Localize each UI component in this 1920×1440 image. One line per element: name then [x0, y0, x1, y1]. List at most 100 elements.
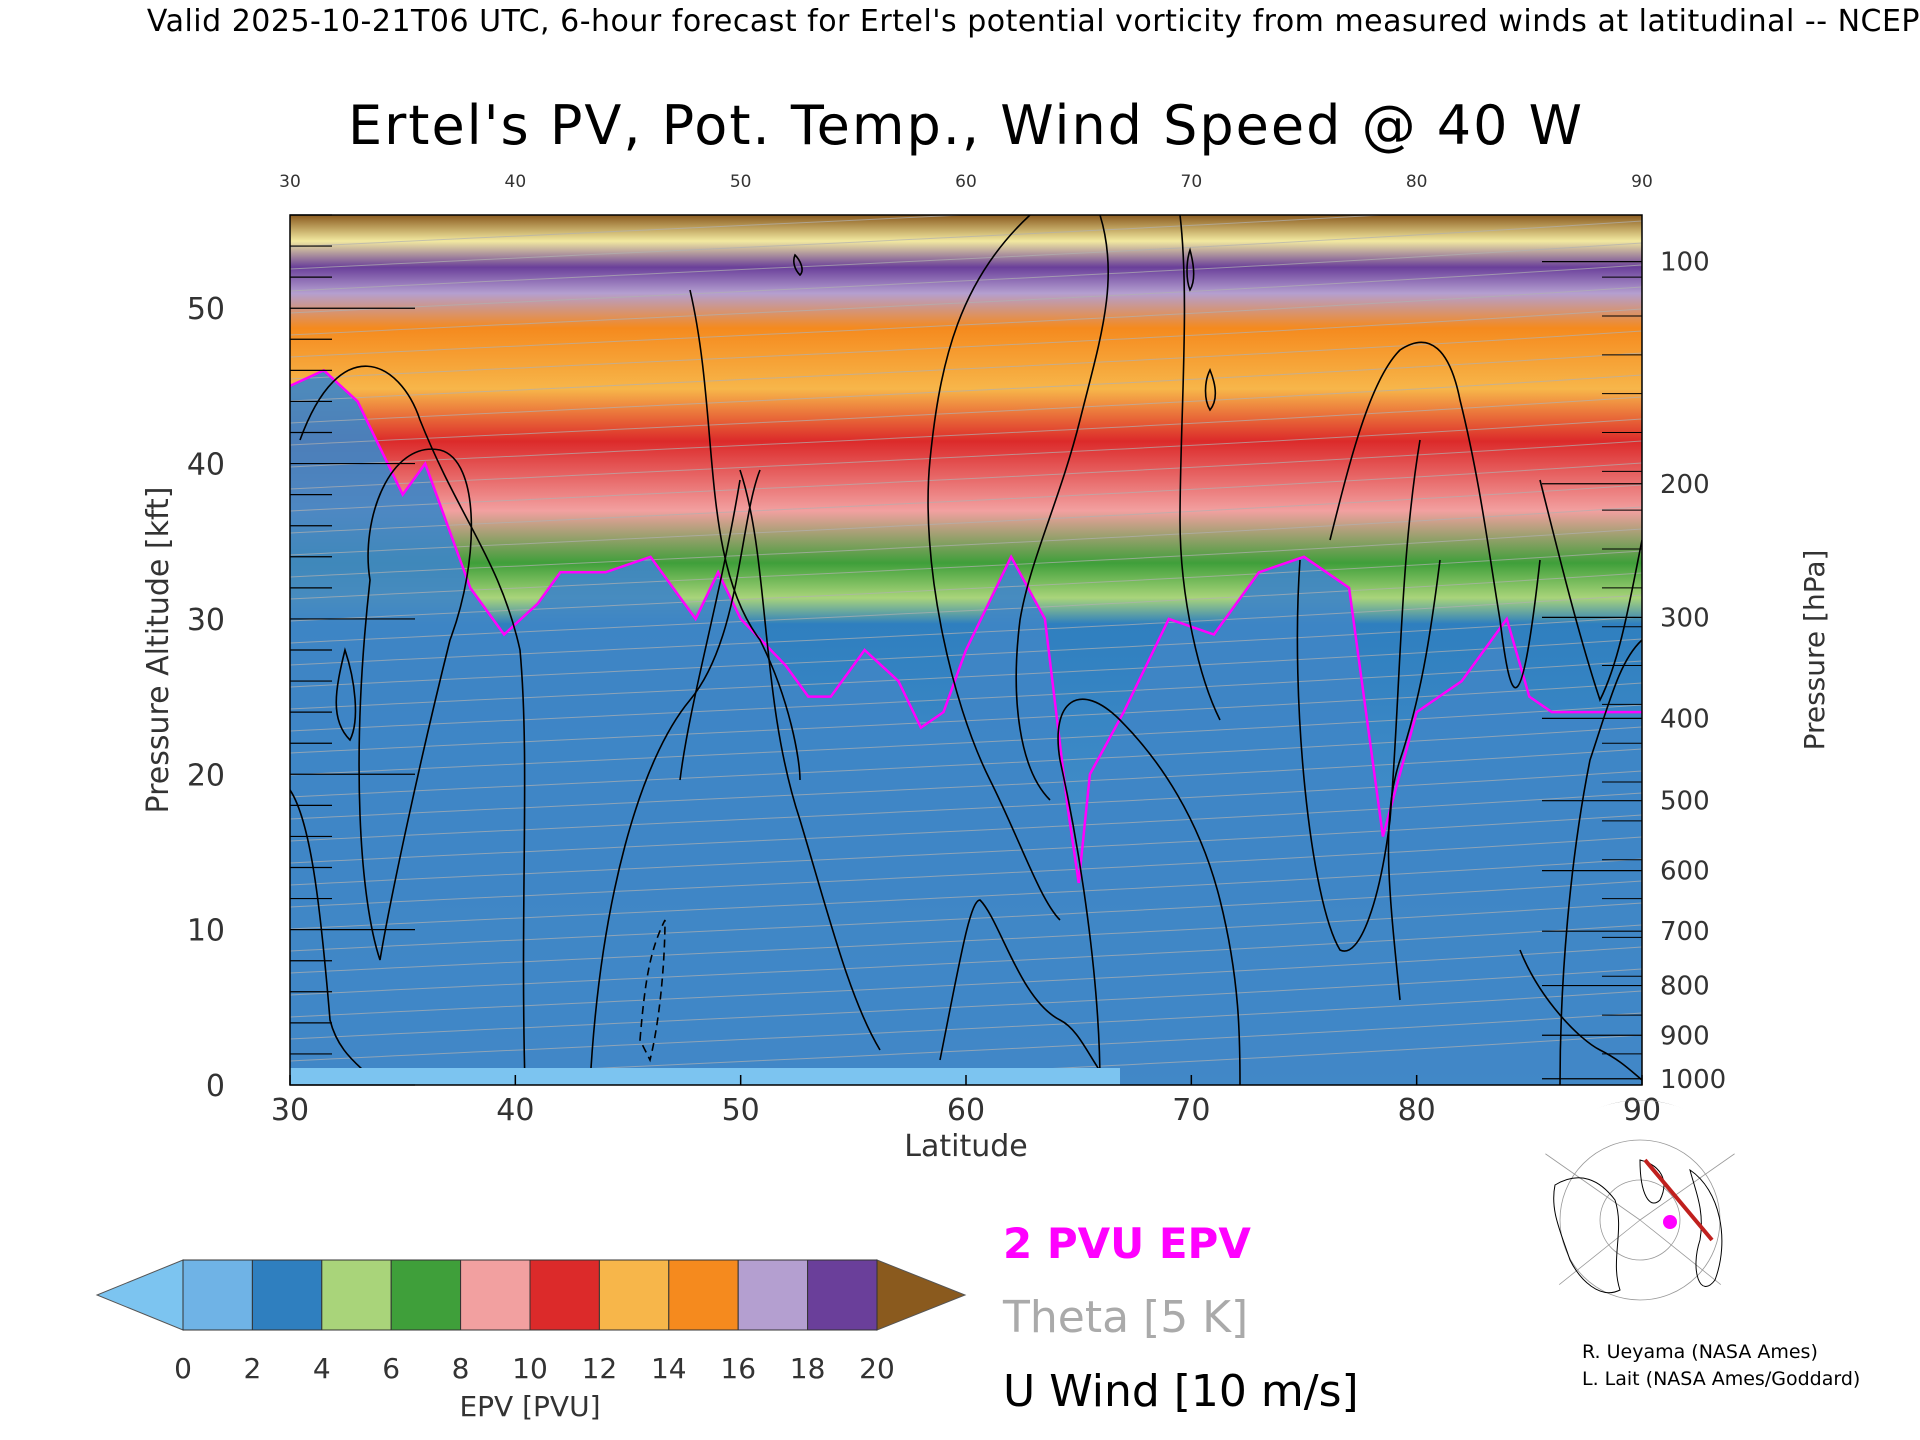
- top-x-tick-label: 40: [505, 172, 527, 192]
- theta-contours: [290, 215, 1642, 1085]
- top-x-tick-label: 50: [730, 172, 752, 192]
- y-tick-label: 20: [187, 758, 225, 793]
- colorbar-tick-label: 0: [174, 1352, 192, 1385]
- theta-contour-line: [290, 352, 1642, 424]
- colorbar-segment: [668, 1259, 739, 1331]
- pressure-tick-label: 700: [1660, 917, 1710, 947]
- colorbar-tick-label: 2: [243, 1352, 261, 1385]
- y-tick-label: 40: [187, 448, 225, 483]
- chart-title: Ertel's PV, Pot. Temp., Wind Speed @ 40 …: [348, 94, 1584, 157]
- theta-contour-line: [290, 968, 1642, 1040]
- theta-contour-line: [290, 858, 1642, 930]
- theta-contour-line: [290, 418, 1642, 490]
- colorbar-segment: [390, 1259, 462, 1331]
- y-axis-left: 0 10 20 30 40 50: [187, 214, 415, 1104]
- surface-band: [290, 1068, 1120, 1085]
- pressure-tick-label: 300: [1660, 603, 1710, 633]
- theta-contour-line: [290, 792, 1642, 864]
- u-wind-legend: U Wind [10 m/s]: [1003, 1366, 1359, 1417]
- theta-contour-line: [290, 924, 1642, 996]
- theta-contour-line: [290, 572, 1642, 644]
- top-x-tick-label: 70: [1181, 172, 1203, 192]
- top-x-tick-label: 90: [1631, 172, 1653, 192]
- theta-contour-line: [290, 506, 1642, 578]
- theta-contour-line: [290, 594, 1642, 666]
- theta-contour-line: [290, 308, 1642, 380]
- credit-ueyama: R. Ueyama (NASA Ames): [1582, 1341, 1818, 1363]
- valid-time-banner: Valid 2025-10-21T06 UTC, 6-hour forecast…: [146, 4, 1920, 39]
- y-tick-label: 30: [187, 603, 225, 638]
- colorbar: 0 2 4 6 8 10 12 14 16 18 20: [95, 1259, 967, 1385]
- theta-contour-line: [290, 528, 1642, 600]
- credit-lait: L. Lait (NASA Ames/Goddard): [1582, 1368, 1861, 1390]
- colorbar-segment: [251, 1259, 323, 1331]
- pressure-tick-label: 800: [1660, 972, 1710, 1002]
- colorbar-over-triangle: [876, 1259, 967, 1331]
- top-x-tick-label: 60: [955, 172, 977, 192]
- epv-2pvu-contour: [290, 368, 1642, 884]
- theta-contour-line: [290, 638, 1642, 710]
- colorbar-tick-label: 8: [452, 1352, 470, 1385]
- colorbar-tick-label: 12: [582, 1352, 618, 1385]
- colorbar-segment: [737, 1259, 809, 1331]
- theta-contour-line: [290, 330, 1642, 402]
- theta-contour-line: [290, 880, 1642, 952]
- colorbar-tick-label: 18: [790, 1352, 826, 1385]
- colorbar-under-triangle: [95, 1259, 184, 1331]
- pressure-tick-label: 900: [1660, 1021, 1710, 1051]
- pressure-tick-label: 100: [1660, 248, 1710, 278]
- top-x-tick-label: 80: [1406, 172, 1428, 192]
- theta-contour-line: [290, 215, 1391, 270]
- theta-contour-line: [290, 220, 1642, 292]
- x-tick-label: 30: [271, 1093, 309, 1128]
- colorbar-tick-label: 20: [859, 1352, 895, 1385]
- pressure-tick-label: 600: [1660, 857, 1710, 887]
- colorbar-segment: [598, 1259, 670, 1331]
- x-tick-label: 70: [1172, 1093, 1210, 1128]
- colorbar-segment: [182, 1259, 253, 1331]
- x-axis-bottom: 30 40 50 60 70 80 90: [271, 1075, 1661, 1128]
- theta-contour-line: [290, 286, 1642, 358]
- colorbar-tick-label: 4: [313, 1352, 331, 1385]
- x-axis-label: Latitude: [904, 1129, 1027, 1164]
- pressure-tick-label: 500: [1660, 787, 1710, 817]
- y-tick-label: 50: [187, 292, 225, 327]
- x-tick-label: 90: [1623, 1093, 1661, 1128]
- y-axis-label: Pressure Altitude [kft]: [141, 487, 176, 814]
- y-axis-right: 100 200 300 400 500 600 700 800 900 1000: [1542, 248, 1726, 1095]
- theta-contour-line: [290, 770, 1642, 842]
- theta-contour-line: [290, 682, 1642, 754]
- colorbar-segment: [460, 1259, 531, 1331]
- pressure-axis-label: Pressure [hPa]: [1798, 550, 1831, 751]
- epv-2pvu-legend: 2 PVU EPV: [1003, 1219, 1251, 1268]
- theta-contour-line: [290, 462, 1642, 534]
- x-axis-top: 30 40 50 60 70 80 90: [279, 172, 1653, 192]
- colorbar-tick-label: 6: [382, 1352, 400, 1385]
- colorbar-tick-label: 16: [720, 1352, 756, 1385]
- theta-contour-line: [290, 264, 1642, 336]
- pressure-tick-label: 1000: [1660, 1065, 1726, 1095]
- theta-legend: Theta [5 K]: [1002, 1292, 1248, 1343]
- theta-contour-line: [290, 440, 1642, 512]
- theta-contour-line: [290, 836, 1642, 908]
- inset-map: [1530, 1100, 1750, 1320]
- map-location-marker: [1663, 1215, 1677, 1229]
- x-tick-label: 50: [722, 1093, 760, 1128]
- u-wind-contours: [290, 215, 1642, 1085]
- theta-contour-line: [290, 748, 1642, 820]
- y-tick-label: 10: [187, 914, 225, 949]
- colorbar-segment: [321, 1259, 392, 1331]
- polar-stereographic-map-icon: [1530, 1100, 1750, 1320]
- theta-contour-line: [290, 726, 1642, 798]
- colorbar-segment: [529, 1259, 600, 1331]
- colorbar-label: EPV [PVU]: [459, 1390, 600, 1423]
- theta-contour-line: [290, 946, 1642, 1018]
- x-tick-label: 40: [496, 1093, 534, 1128]
- theta-contour-line: [290, 704, 1642, 776]
- colorbar-segment: [807, 1259, 878, 1331]
- theta-contour-line: [290, 242, 1642, 314]
- theta-contour-line: [290, 660, 1642, 732]
- theta-contour-line: [290, 374, 1642, 446]
- colorbar-tick-label: 14: [651, 1352, 687, 1385]
- theta-contour-line: [290, 550, 1642, 622]
